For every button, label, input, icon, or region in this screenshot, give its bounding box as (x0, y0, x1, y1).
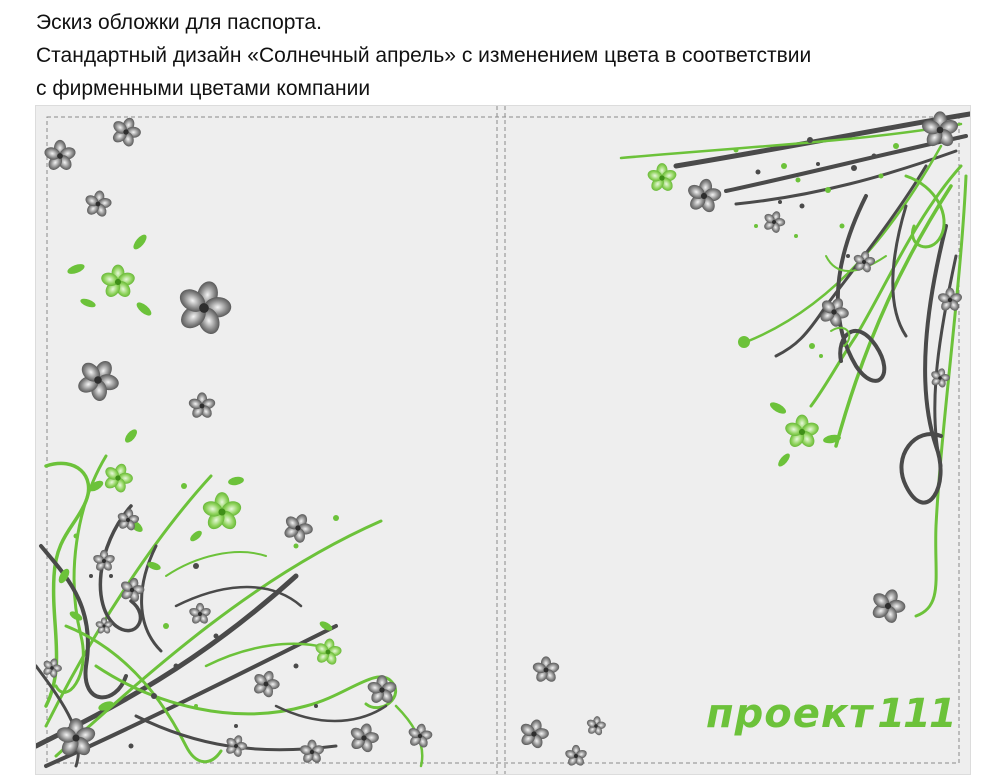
gray-flower (179, 281, 232, 334)
gray-dots-bottom-left (89, 563, 318, 749)
gray-flower (226, 735, 248, 757)
gray-flower (688, 178, 722, 213)
green-leaves-right (769, 402, 841, 467)
caption: Эскиз обложки для паспорта. Стандартный … (36, 6, 976, 105)
caption-line-3: с фирменными цветами компании (36, 77, 371, 100)
gray-flower (300, 739, 324, 763)
caption-line-2: Стандартный дизайн «Солнечный апрель» с … (36, 44, 812, 67)
passport-cover: проект 111 (35, 105, 971, 775)
gray-flower (565, 744, 587, 766)
gray-flower (188, 392, 216, 418)
gray-dots-top-right (755, 137, 877, 258)
logo-word: проект (706, 691, 874, 737)
trim-guides (46, 106, 960, 774)
gray-flower (117, 508, 140, 531)
gray-flower (85, 190, 112, 217)
green-flower (104, 463, 133, 493)
green-flower (315, 638, 342, 665)
gray-flower (56, 718, 96, 756)
gray-flower (121, 577, 145, 602)
gray-flower (931, 368, 950, 388)
gray-flower (95, 617, 113, 634)
gray-flower (254, 670, 280, 698)
gray-flower (520, 719, 549, 749)
green-flower (647, 163, 677, 191)
green-leaves-left (67, 234, 152, 316)
flowers (43, 111, 962, 766)
green-flower (785, 414, 819, 447)
gray-flower (853, 250, 876, 273)
gray-flower (820, 298, 849, 327)
gray-flower (189, 602, 211, 624)
gray-flower (112, 117, 141, 147)
green-leaves-bottom-left (58, 429, 333, 711)
green-dots-top-right (733, 143, 899, 358)
gray-flower (93, 549, 115, 571)
gray-flower (922, 111, 958, 147)
gray-flower (938, 287, 962, 311)
gray-flower (586, 716, 606, 736)
gray-flower (350, 723, 379, 753)
gray-flower (408, 723, 433, 748)
gray-flower (78, 360, 119, 401)
gray-flower (284, 514, 313, 543)
green-flower (202, 492, 242, 530)
caption-line-1: Эскиз обложки для паспорта. (36, 11, 322, 34)
gray-flower (44, 139, 76, 170)
green-flower (101, 264, 135, 297)
swirl-ornament-top-right (619, 111, 970, 618)
gray-flower (367, 675, 397, 703)
logo-number: 111 (877, 691, 956, 737)
gray-flower (764, 211, 786, 233)
gray-flower (532, 656, 560, 682)
cover-artwork (36, 106, 970, 774)
gray-flower (872, 589, 906, 623)
company-logo: проект 111 (706, 691, 957, 737)
gray-flower (43, 658, 62, 678)
